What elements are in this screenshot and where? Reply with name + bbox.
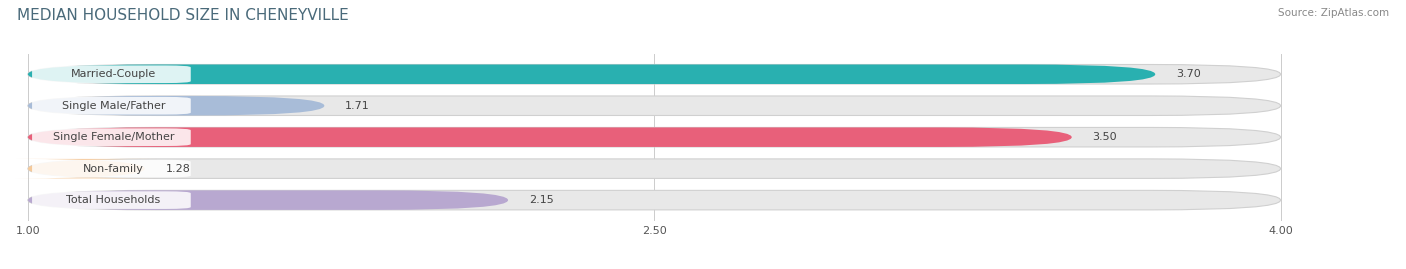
FancyBboxPatch shape bbox=[15, 159, 157, 178]
FancyBboxPatch shape bbox=[32, 128, 191, 146]
Text: Single Male/Father: Single Male/Father bbox=[62, 101, 166, 111]
FancyBboxPatch shape bbox=[28, 128, 1071, 147]
FancyBboxPatch shape bbox=[28, 159, 1281, 178]
Text: 1.71: 1.71 bbox=[346, 101, 370, 111]
Text: Non-family: Non-family bbox=[83, 164, 143, 174]
FancyBboxPatch shape bbox=[32, 97, 191, 115]
FancyBboxPatch shape bbox=[28, 128, 1281, 147]
FancyBboxPatch shape bbox=[28, 190, 1281, 210]
FancyBboxPatch shape bbox=[28, 65, 1156, 84]
Text: Total Households: Total Households bbox=[66, 195, 160, 205]
FancyBboxPatch shape bbox=[28, 190, 508, 210]
FancyBboxPatch shape bbox=[28, 96, 1281, 115]
Text: 2.15: 2.15 bbox=[529, 195, 554, 205]
FancyBboxPatch shape bbox=[28, 96, 325, 115]
Text: 3.50: 3.50 bbox=[1092, 132, 1118, 142]
FancyBboxPatch shape bbox=[32, 160, 191, 178]
Text: Source: ZipAtlas.com: Source: ZipAtlas.com bbox=[1278, 8, 1389, 18]
Text: Single Female/Mother: Single Female/Mother bbox=[53, 132, 174, 142]
FancyBboxPatch shape bbox=[32, 65, 191, 83]
Text: Married-Couple: Married-Couple bbox=[70, 69, 156, 79]
FancyBboxPatch shape bbox=[28, 65, 1281, 84]
Text: 1.28: 1.28 bbox=[166, 164, 191, 174]
Text: MEDIAN HOUSEHOLD SIZE IN CHENEYVILLE: MEDIAN HOUSEHOLD SIZE IN CHENEYVILLE bbox=[17, 8, 349, 23]
Text: 3.70: 3.70 bbox=[1177, 69, 1201, 79]
FancyBboxPatch shape bbox=[32, 191, 191, 209]
